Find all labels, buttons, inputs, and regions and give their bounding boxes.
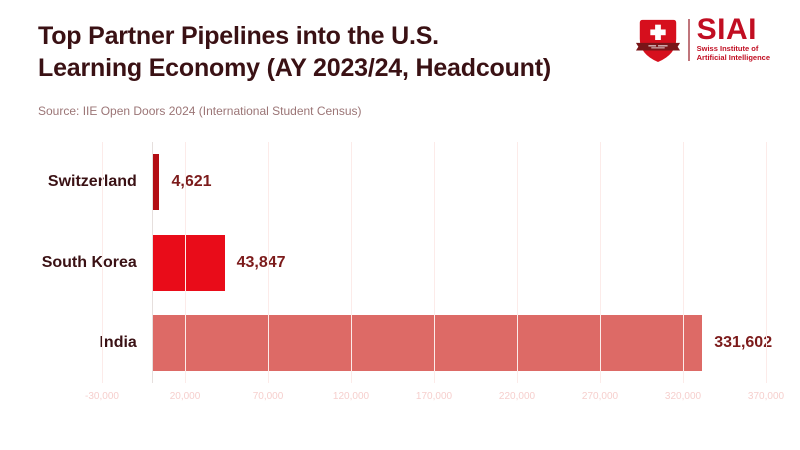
gridline	[766, 142, 767, 383]
logo-subtitle-line-2: Artificial Intelligence	[696, 53, 770, 62]
gridline	[517, 142, 518, 383]
bar-switzerland	[151, 154, 160, 211]
gridline	[185, 142, 186, 383]
x-tick-label: 370,000	[747, 391, 785, 402]
bar-row-south-korea: South Korea 43,847	[42, 234, 766, 291]
bar-row-india: India 331,602	[99, 314, 772, 371]
x-tick-label: 320,000	[664, 391, 702, 402]
gridline	[351, 142, 352, 383]
page-title: Top Partner Pipelines into the U.S. Lear…	[38, 20, 551, 84]
siai-logo: SIAI Swiss Institute of Artificial Intel…	[635, 13, 770, 69]
category-label: India	[99, 333, 137, 351]
bar-india	[151, 314, 703, 371]
plot-area: Switzerland 4,621 South Korea 43,847 Ind…	[42, 142, 784, 402]
value-label: 4,621	[171, 173, 212, 191]
x-tick-label: 20,000	[169, 391, 201, 402]
bar-row-switzerland: Switzerland 4,621	[48, 154, 766, 211]
gridline	[268, 142, 269, 383]
category-label: South Korea	[41, 253, 137, 271]
bar-south-korea	[151, 234, 225, 291]
value-label: 331,602	[714, 333, 773, 351]
swiss-shield-cross-icon	[635, 16, 681, 69]
zero-axis-line	[151, 142, 153, 383]
x-tick-label: 270,000	[581, 391, 619, 402]
gridline	[683, 142, 684, 383]
logo-acronym: SIAI	[696, 13, 757, 46]
value-label: 43,847	[236, 253, 286, 271]
logo-subtitle-line-1: Swiss Institute of	[696, 44, 759, 53]
logo-text: SIAI Swiss Institute of Artificial Intel…	[696, 13, 770, 63]
gridline	[434, 142, 435, 383]
logo-divider	[687, 19, 690, 61]
x-tick-label: -30,000	[85, 391, 119, 402]
category-label: Switzerland	[47, 173, 137, 191]
title-line-1: Top Partner Pipelines into the U.S.	[38, 22, 439, 50]
x-tick-label: 120,000	[332, 391, 370, 402]
gridline	[102, 142, 103, 383]
title-line-2: Learning Economy (AY 2023/24, Headcount)	[38, 54, 551, 82]
gridline	[600, 142, 601, 383]
x-tick-label: 170,000	[415, 391, 453, 402]
source-note: Source: IIE Open Doors 2024 (Internation…	[38, 104, 362, 118]
x-tick-label: 220,000	[498, 391, 536, 402]
x-tick-label: 70,000	[252, 391, 284, 402]
